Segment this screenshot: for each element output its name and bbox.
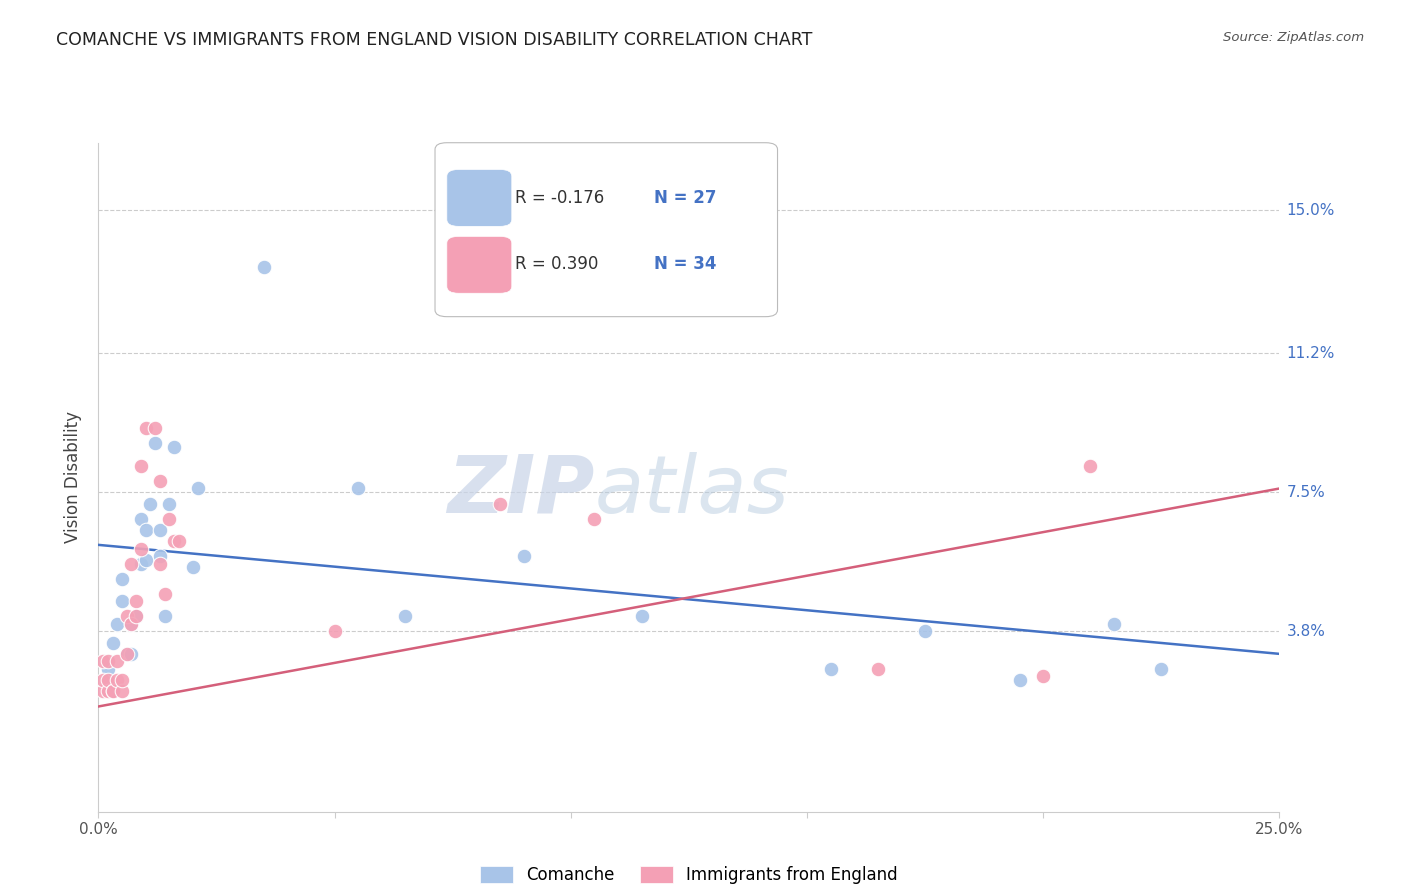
Point: [105, 673, 128, 688]
Text: R = 0.390: R = 0.390: [516, 255, 599, 274]
Point: [1102, 616, 1125, 631]
Point: [91, 673, 114, 688]
Point: [1080, 458, 1102, 473]
Point: [129, 511, 152, 525]
Point: [1150, 662, 1173, 676]
Point: [121, 557, 143, 571]
FancyBboxPatch shape: [447, 236, 512, 293]
Point: [129, 458, 152, 473]
Text: 15.0%: 15.0%: [1286, 202, 1334, 218]
Point: [149, 557, 172, 571]
Point: [111, 673, 134, 688]
Point: [157, 496, 180, 510]
Point: [163, 534, 186, 549]
Point: [149, 474, 172, 488]
Point: [153, 587, 176, 601]
Text: 7.5%: 7.5%: [1286, 484, 1326, 500]
Legend: Comanche, Immigrants from England: Comanche, Immigrants from England: [472, 859, 905, 890]
Point: [129, 541, 152, 556]
Point: [129, 557, 152, 571]
Point: [143, 421, 166, 435]
Point: [115, 647, 138, 661]
Point: [1008, 673, 1031, 688]
Point: [153, 609, 176, 624]
Point: [121, 647, 143, 661]
Point: [583, 511, 606, 525]
Text: N = 27: N = 27: [654, 188, 716, 207]
Point: [125, 594, 148, 608]
Point: [101, 684, 124, 698]
Text: 11.2%: 11.2%: [1286, 346, 1334, 360]
Text: COMANCHE VS IMMIGRANTS FROM ENGLAND VISION DISABILITY CORRELATION CHART: COMANCHE VS IMMIGRANTS FROM ENGLAND VISI…: [56, 31, 813, 49]
Point: [187, 482, 209, 496]
Point: [111, 684, 134, 698]
Point: [135, 523, 157, 537]
Point: [157, 511, 180, 525]
Text: R = -0.176: R = -0.176: [516, 188, 605, 207]
Text: 3.8%: 3.8%: [1286, 624, 1326, 639]
Point: [97, 654, 120, 668]
Text: atlas: atlas: [595, 451, 789, 530]
Point: [91, 654, 114, 668]
Point: [866, 662, 889, 676]
Point: [105, 616, 128, 631]
Text: ZIP: ZIP: [447, 451, 595, 530]
Point: [630, 609, 652, 624]
Point: [163, 440, 186, 454]
Point: [1032, 669, 1054, 683]
Point: [91, 684, 114, 698]
Point: [97, 662, 120, 676]
Point: [143, 436, 166, 450]
Point: [149, 523, 172, 537]
Point: [121, 616, 143, 631]
Point: [115, 647, 138, 661]
Point: [149, 549, 172, 563]
Point: [105, 654, 128, 668]
Point: [101, 635, 124, 649]
Point: [101, 684, 124, 698]
FancyBboxPatch shape: [447, 169, 512, 227]
Point: [394, 609, 416, 624]
Point: [323, 624, 346, 639]
Point: [111, 572, 134, 586]
Point: [139, 496, 162, 510]
Point: [125, 609, 148, 624]
Point: [914, 624, 936, 639]
Point: [748, 256, 770, 270]
Point: [97, 684, 120, 698]
Point: [820, 662, 842, 676]
Point: [97, 673, 120, 688]
Point: [125, 609, 148, 624]
Text: Source: ZipAtlas.com: Source: ZipAtlas.com: [1223, 31, 1364, 45]
Point: [512, 549, 534, 563]
FancyBboxPatch shape: [434, 143, 778, 317]
Point: [135, 553, 157, 567]
Point: [181, 560, 204, 574]
Point: [135, 421, 157, 435]
Point: [253, 260, 276, 274]
Point: [347, 482, 370, 496]
Point: [167, 534, 190, 549]
Text: N = 34: N = 34: [654, 255, 716, 274]
Point: [121, 616, 143, 631]
Point: [111, 594, 134, 608]
Y-axis label: Vision Disability: Vision Disability: [65, 411, 83, 543]
Point: [115, 609, 138, 624]
Point: [489, 496, 512, 510]
